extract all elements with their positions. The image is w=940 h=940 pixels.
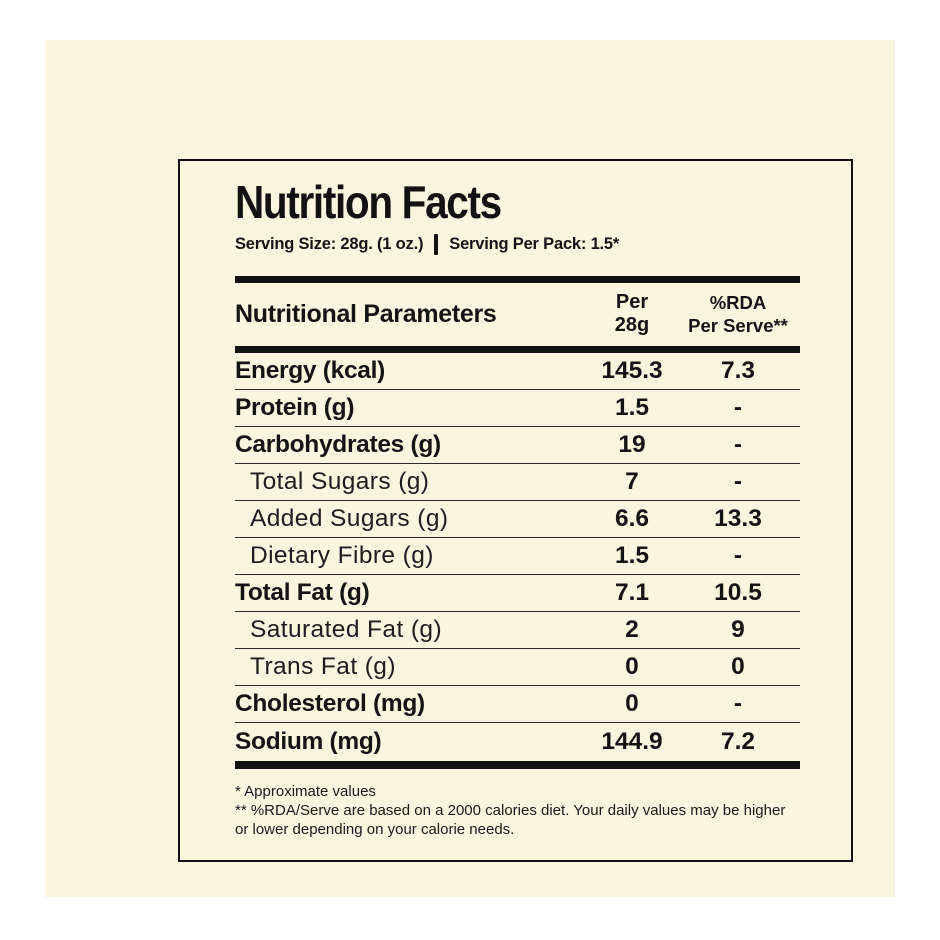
row-value-rda: 7.3	[720, 357, 756, 385]
row-value-rda: -	[733, 394, 743, 422]
row-value-per: 144.9	[601, 728, 663, 756]
row-value-per: 7.1	[614, 579, 650, 607]
row-value-per: 2	[625, 616, 639, 644]
table-row-dietary-fibre: Dietary Fibre (g) 1.5 -	[235, 538, 800, 576]
rda-header-line2: Per Serve**	[688, 315, 788, 337]
row-value-per: 0	[625, 690, 639, 718]
cream-background-panel: Nutrition Facts Serving Size: 28g. (1 oz…	[45, 40, 895, 897]
row-value-rda: -	[733, 468, 743, 496]
table-row-carbohydrates: Carbohydrates (g) 19 -	[235, 427, 800, 465]
table-row-saturated-fat: Saturated Fat (g) 2 9	[235, 612, 800, 650]
table-row-energy: Energy (kcal) 145.3 7.3	[235, 353, 800, 391]
per-header-line1: Per	[615, 291, 649, 314]
row-value-per: 0	[625, 653, 639, 681]
table-row-protein: Protein (g) 1.5 -	[235, 390, 800, 428]
thick-rule-bottom	[235, 761, 800, 770]
row-label: Dietary Fibre (g)	[250, 542, 434, 570]
rda-header-line1: %RDA	[709, 292, 767, 313]
row-value-per: 1.5	[614, 394, 650, 422]
row-label: Sodium (mg)	[235, 728, 382, 756]
row-label: Total Fat (g)	[235, 579, 370, 607]
row-value-rda: 9	[731, 616, 745, 644]
table-row-total-fat: Total Fat (g) 7.1 10.5	[235, 575, 800, 613]
row-value-per: 6.6	[614, 505, 650, 533]
table-row-total-sugars: Total Sugars (g) 7 -	[235, 464, 800, 502]
footnote-approximate-values: * Approximate values	[235, 783, 376, 801]
table-row-cholesterol: Cholesterol (mg) 0 -	[235, 686, 800, 724]
row-value-per: 7	[625, 468, 639, 496]
column-header-rda-per-serve: %RDA Per Serve**	[676, 291, 800, 337]
row-label: Cholesterol (mg)	[235, 690, 425, 718]
row-value-per: 145.3	[601, 357, 663, 385]
row-value-per: 19	[618, 431, 646, 459]
column-header-per-28g: Per 28g	[588, 291, 676, 337]
footnote-rda-disclaimer: ** %RDA/Serve are based on a 2000 calori…	[235, 802, 786, 839]
serving-info-row: Serving Size: 28g. (1 oz.) Serving Per P…	[235, 234, 800, 255]
table-row-trans-fat: Trans Fat (g) 0 0	[235, 649, 800, 687]
thick-rule-header-bottom	[235, 346, 800, 354]
nutrition-label-box: Nutrition Facts Serving Size: 28g. (1 oz…	[178, 159, 853, 862]
serving-per-pack-text: Serving Per Pack: 1.5*	[449, 235, 620, 253]
row-value-per: 1.5	[614, 542, 650, 570]
row-label: Total Sugars (g)	[250, 468, 430, 496]
row-label: Carbohydrates (g)	[235, 431, 441, 459]
serving-size-text: Serving Size: 28g. (1 oz.)	[235, 235, 424, 253]
row-label: Protein (g)	[235, 394, 355, 422]
table-row-added-sugars: Added Sugars (g) 6.6 13.3	[235, 501, 800, 539]
row-value-rda: 13.3	[714, 505, 762, 533]
nutrition-label-content: Nutrition Facts Serving Size: 28g. (1 oz…	[235, 161, 800, 839]
row-value-rda: -	[733, 542, 743, 570]
footnotes: * Approximate values ** %RDA/Serve are b…	[235, 782, 800, 839]
label-title: Nutrition Facts	[235, 176, 502, 228]
serving-divider-bar	[434, 234, 439, 255]
row-label: Added Sugars (g)	[250, 505, 449, 533]
nutrient-table: Energy (kcal) 145.3 7.3 Protein (g) 1.5 …	[235, 353, 800, 761]
column-header-parameters: Nutritional Parameters	[235, 299, 497, 328]
row-value-rda: -	[733, 690, 743, 718]
row-label: Saturated Fat (g)	[250, 616, 442, 644]
row-label: Trans Fat (g)	[250, 653, 396, 681]
per-header-line2: 28g	[614, 314, 650, 337]
thick-rule-top	[235, 276, 800, 283]
table-header-row: Nutritional Parameters Per 28g %RDA Per …	[235, 283, 800, 346]
row-value-rda: 7.2	[720, 728, 756, 756]
row-value-rda: 10.5	[714, 579, 762, 607]
row-value-rda: 0	[731, 653, 745, 681]
row-label: Energy (kcal)	[235, 357, 385, 385]
table-row-sodium: Sodium (mg) 144.9 7.2	[235, 723, 800, 761]
row-value-rda: -	[733, 431, 743, 459]
